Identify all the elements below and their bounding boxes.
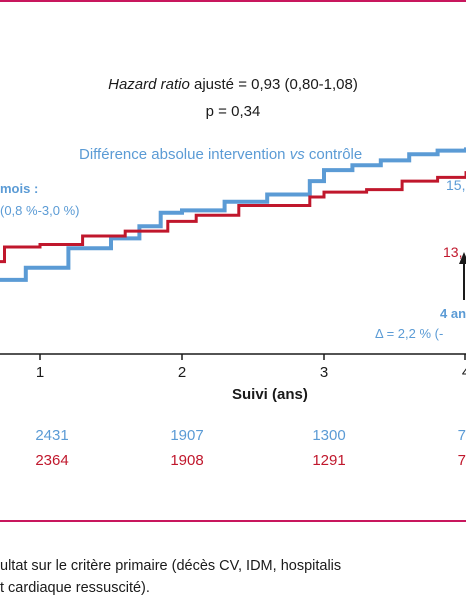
series-intervention-line bbox=[0, 147, 466, 282]
left-annotation-range: (0,8 %-3,0 %) bbox=[0, 203, 80, 218]
risk-controle-3: 1291 bbox=[312, 452, 346, 469]
top-rule bbox=[0, 0, 466, 2]
difference-title-suffix: contrôle bbox=[304, 146, 363, 163]
risk-controle-1: 2364 bbox=[35, 452, 69, 469]
x-tick-label-2: 2 bbox=[177, 364, 187, 381]
difference-title-prefix: Différence absolue intervention bbox=[79, 146, 290, 163]
hazard-ratio-text: Hazard ratio ajusté = 0,93 (0,80-1,08) bbox=[0, 76, 466, 93]
right-annotation-label: 4 an bbox=[440, 306, 466, 321]
caption-rule bbox=[0, 520, 466, 522]
right-annotation-delta: Δ = 2,2 % (- bbox=[375, 326, 444, 341]
x-axis-label: Suivi (ans) bbox=[232, 386, 308, 403]
hazard-ratio-italic: Hazard ratio bbox=[108, 76, 190, 93]
risk-intervention-1: 2431 bbox=[35, 427, 69, 444]
hazard-ratio-value: ajusté = 0,93 (0,80-1,08) bbox=[189, 76, 358, 93]
risk-intervention-4: 73 bbox=[457, 427, 466, 444]
risk-intervention-3: 1300 bbox=[312, 427, 346, 444]
risk-intervention-2: 1907 bbox=[170, 427, 204, 444]
x-tick-label-4: 4 bbox=[462, 364, 466, 381]
x-tick-label-1: 1 bbox=[35, 364, 45, 381]
right-blue-value: 15, bbox=[446, 177, 466, 193]
figure-caption: ultat sur le critère primaire (décès CV,… bbox=[0, 555, 341, 599]
delta-arrow bbox=[459, 252, 466, 300]
x-tick-marks bbox=[39, 354, 466, 360]
right-red-value: 13, bbox=[443, 244, 463, 260]
caption-line-1: ultat sur le critère primaire (décès CV,… bbox=[0, 558, 342, 574]
x-tick-label-3: 3 bbox=[319, 364, 329, 381]
p-value-text: p = 0,34 bbox=[205, 103, 261, 120]
risk-controle-2: 1908 bbox=[170, 452, 204, 469]
risk-controle-4: 73 bbox=[457, 452, 466, 469]
caption-line-2: t cardiaque ressuscité). bbox=[0, 580, 150, 596]
difference-title-vs: vs bbox=[289, 146, 305, 163]
difference-title: Différence absolue intervention vs contr… bbox=[79, 146, 362, 163]
left-annotation-label: mois : bbox=[0, 181, 39, 196]
series-controle-line bbox=[0, 171, 466, 264]
